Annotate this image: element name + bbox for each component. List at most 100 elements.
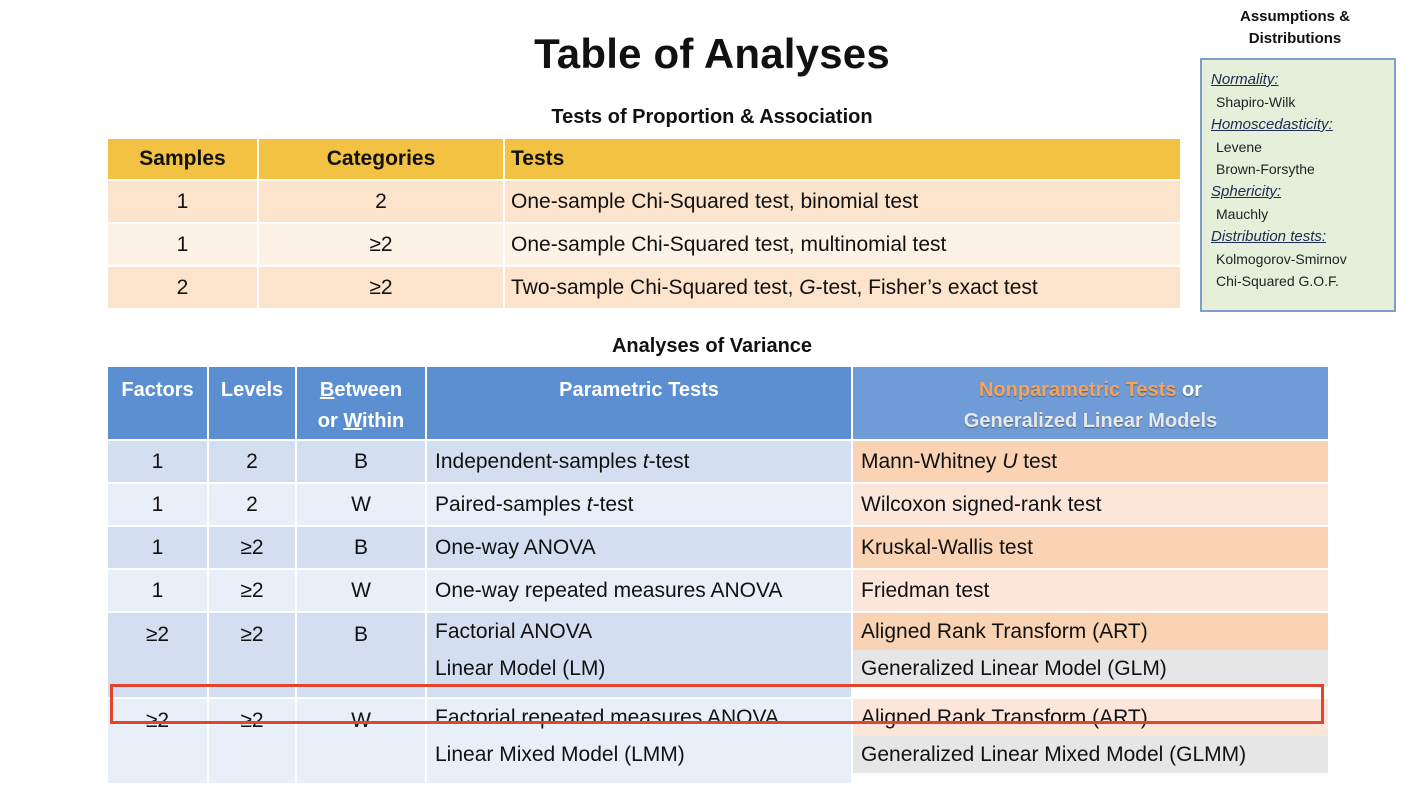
text: Independent-samples <box>435 449 643 473</box>
cell-categories: ≥2 <box>257 266 504 310</box>
text: Mann-Whitney <box>861 449 1003 473</box>
cell-factors: 1 <box>108 440 209 484</box>
text: Linear Model (LM) <box>435 657 606 680</box>
table-row: 1 ≥2 B One-way ANOVA Kruskal-Wallis test <box>108 526 1328 570</box>
text: -test <box>592 492 634 516</box>
cell-parametric: One-way ANOVA <box>426 526 853 570</box>
cell-factors: ≥2 <box>108 698 209 785</box>
table-row: 1 ≥2 W One-way repeated measures ANOVA F… <box>108 569 1328 613</box>
sphericity-heading: Sphericity: <box>1211 183 1282 200</box>
cell-nonparametric: Mann-Whitney U test <box>852 440 1328 484</box>
list-item: Brown-Forsythe <box>1216 161 1315 177</box>
text: G <box>799 275 816 299</box>
text: Factorial ANOVA <box>435 620 593 643</box>
text: Two-sample Chi-Squared test, <box>511 275 800 299</box>
assumptions-title: Assumptions & Distributions <box>1195 6 1395 50</box>
cell-parametric: Factorial ANOVA Linear Model (LM) <box>426 612 853 699</box>
text: B <box>319 379 335 401</box>
col-between-within: Between or Within <box>296 367 427 441</box>
cell-factors: 1 <box>108 526 209 570</box>
cell-samples: 1 <box>108 223 258 267</box>
text: ithin <box>362 410 405 432</box>
page-title: Table of Analyses <box>534 30 890 77</box>
table-row: 1 2 One-sample Chi-Squared test, binomia… <box>108 180 1180 224</box>
col-factors: Factors <box>108 367 209 441</box>
table-row: 1 ≥2 One-sample Chi-Squared test, multin… <box>108 223 1180 267</box>
text: Linear Mixed Model (LMM) <box>435 743 685 766</box>
cell-bw: W <box>296 569 427 613</box>
text: -test <box>648 449 690 473</box>
col-samples: Samples <box>108 139 258 181</box>
list-item: Levene <box>1216 139 1262 155</box>
cell-bw: W <box>296 483 427 527</box>
text: Distributions <box>1248 30 1342 47</box>
text: Paired-samples <box>435 492 587 516</box>
cell-bw: B <box>296 612 427 699</box>
text: test <box>1017 449 1058 473</box>
text: -test, Fisher’s exact test <box>815 275 1038 299</box>
list-item: Shapiro-Wilk <box>1216 94 1296 110</box>
cell-levels: 2 <box>208 483 297 527</box>
text: Aligned Rank Transform (ART) <box>853 613 1328 650</box>
list-item: Mauchly <box>1216 206 1269 222</box>
text: U <box>1002 449 1018 473</box>
text: Aligned Rank Transform (ART) <box>853 699 1328 736</box>
cell-parametric: Independent-samples t-test <box>426 440 853 484</box>
text: t <box>642 449 649 473</box>
cell-parametric: Factorial repeated measures ANOVA Linear … <box>426 698 853 785</box>
anova-header-row: Factors Levels Between or Within Parametr… <box>108 367 1328 441</box>
text: Generalized Linear Model (GLM) <box>853 650 1328 687</box>
table-row: 1 2 B Independent-samples t-test Mann-Wh… <box>108 440 1328 484</box>
normality-heading: Normality: <box>1211 71 1279 88</box>
col-parametric: Parametric Tests <box>426 367 853 441</box>
cell-categories: ≥2 <box>257 223 504 267</box>
list-item: Kolmogorov-Smirnov <box>1216 251 1347 267</box>
cell-parametric: One-way repeated measures ANOVA <box>426 569 853 613</box>
text: t <box>586 492 593 516</box>
cell-tests: Two-sample Chi-Squared test, G-test, Fis… <box>503 266 1180 310</box>
distribution-heading: Distribution tests: <box>1211 228 1327 245</box>
cell-factors: ≥2 <box>108 612 209 699</box>
text: or <box>317 410 344 432</box>
proportion-header-row: Samples Categories Tests <box>108 139 1180 181</box>
text: Factorial repeated measures ANOVA <box>435 706 779 729</box>
cell-nonparametric: Aligned Rank Transform (ART) Generalized … <box>852 612 1328 699</box>
text: etween <box>334 379 403 401</box>
table-row: 2 ≥2 Two-sample Chi-Squared test, G-test… <box>108 266 1180 310</box>
col-nonparametric: Nonparametric Tests or Generalized Linear… <box>852 367 1328 441</box>
cell-categories: 2 <box>257 180 504 224</box>
cell-factors: 1 <box>108 569 209 613</box>
table-row: ≥2 ≥2 W Factorial repeated measures ANOV… <box>108 698 1328 785</box>
text: Assumptions & <box>1239 8 1350 25</box>
cell-nonparametric: Kruskal-Wallis test <box>852 526 1328 570</box>
anova-heading: Analyses of Variance <box>611 335 813 357</box>
homoscedasticity-heading: Homoscedasticity: <box>1211 116 1333 133</box>
cell-bw: W <box>296 698 427 785</box>
cell-tests: One-sample Chi-Squared test, multinomial… <box>503 223 1180 267</box>
assumptions-box: Normality: Shapiro-Wilk Homoscedasticity… <box>1200 58 1396 312</box>
anova-table: Factors Levels Between or Within Parametr… <box>108 367 1328 785</box>
cell-tests: One-sample Chi-Squared test, binomial te… <box>503 180 1180 224</box>
proportion-table: Samples Categories Tests 1 2 One-sample … <box>108 139 1180 310</box>
col-levels: Levels <box>208 367 297 441</box>
cell-levels: ≥2 <box>208 612 297 699</box>
text: Nonparametric Tests <box>978 379 1177 401</box>
cell-nonparametric: Wilcoxon signed-rank test <box>852 483 1328 527</box>
cell-levels: ≥2 <box>208 569 297 613</box>
cell-parametric: Paired-samples t-test <box>426 483 853 527</box>
cell-levels: ≥2 <box>208 526 297 570</box>
text: or <box>1176 379 1203 401</box>
list-item: Chi-Squared G.O.F. <box>1216 273 1339 289</box>
cell-bw: B <box>296 526 427 570</box>
proportion-heading: Tests of Proportion & Association <box>551 106 873 128</box>
cell-nonparametric: Aligned Rank Transform (ART) Generalized … <box>852 698 1328 785</box>
cell-levels: 2 <box>208 440 297 484</box>
col-tests: Tests <box>503 139 1180 181</box>
cell-samples: 2 <box>108 266 258 310</box>
table-row: ≥2 ≥2 B Factorial ANOVA Linear Model (LM)… <box>108 612 1328 699</box>
text: Generalized Linear Mixed Model (GLMM) <box>853 736 1328 773</box>
cell-levels: ≥2 <box>208 698 297 785</box>
cell-samples: 1 <box>108 180 258 224</box>
col-categories: Categories <box>257 139 504 181</box>
text: W <box>343 410 363 432</box>
